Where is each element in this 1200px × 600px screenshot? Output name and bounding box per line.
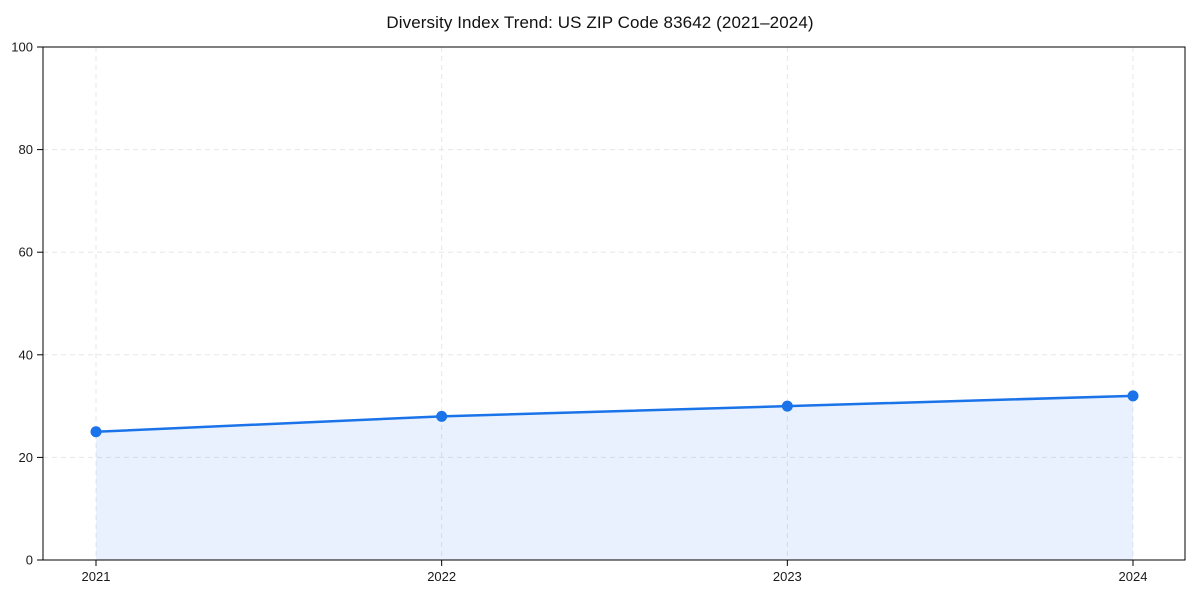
x-tick-label: 2024 (1119, 569, 1148, 584)
series-line (94, 394, 1135, 433)
x-tick-label: 2022 (427, 569, 456, 584)
series-area-fill (96, 395, 1133, 560)
data-point-marker (90, 426, 102, 438)
chart-title: Diversity Index Trend: US ZIP Code 83642… (386, 13, 814, 32)
x-tick-label: 2023 (773, 569, 802, 584)
y-tick-label: 100 (11, 40, 33, 55)
y-tick-label: 20 (19, 450, 33, 465)
y-tick-label: 80 (19, 142, 33, 157)
data-point-marker (1127, 390, 1139, 402)
y-tick-label: 60 (19, 245, 33, 260)
x-tick-label: 2021 (82, 569, 111, 584)
data-point-marker (781, 400, 793, 412)
data-point-marker (436, 410, 448, 422)
plot-frame (42, 46, 1186, 561)
y-tick-label: 0 (26, 553, 33, 568)
y-tick-label: 40 (19, 347, 33, 362)
